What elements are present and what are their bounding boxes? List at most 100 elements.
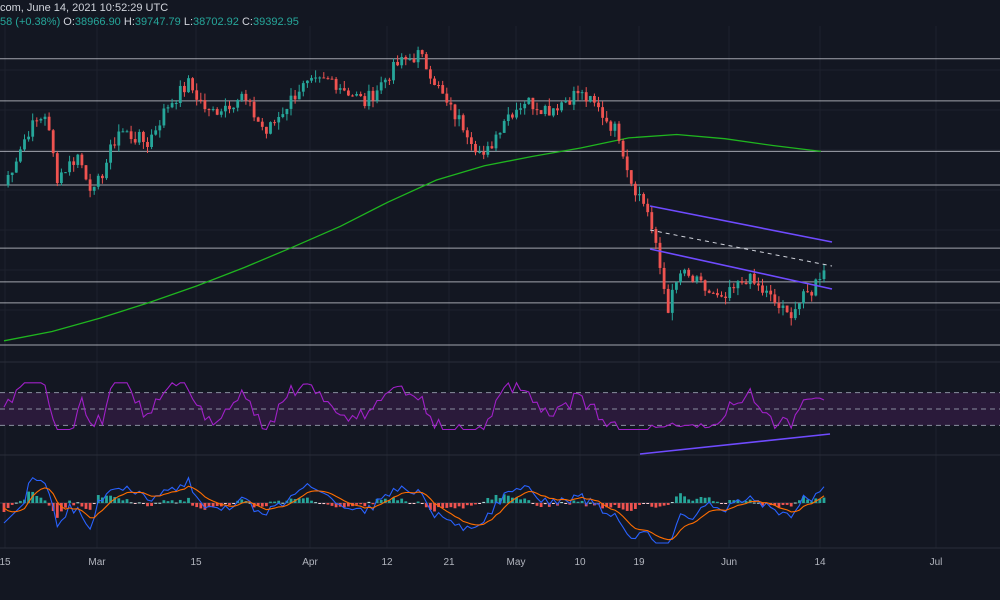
candle-body <box>646 203 650 213</box>
candle-body <box>154 130 158 135</box>
macd-histogram-bar <box>470 503 473 506</box>
candle-body <box>609 121 613 131</box>
candle-body <box>523 103 527 109</box>
candle-body <box>412 59 416 63</box>
macd-histogram-bar <box>519 499 522 503</box>
macd-histogram-bar <box>228 503 231 506</box>
macd-histogram-bar <box>662 503 666 506</box>
candle-body <box>793 309 797 319</box>
candle-body <box>39 119 43 121</box>
macd-histogram-bar <box>35 495 39 503</box>
candle-body <box>269 122 272 134</box>
macd-histogram-bar <box>150 503 153 506</box>
macd-histogram-bar <box>2 503 6 512</box>
candle-body <box>539 110 543 115</box>
macd-histogram-bar <box>396 500 399 503</box>
candle-body <box>51 130 55 154</box>
candle-body <box>383 79 387 83</box>
candle-body <box>433 78 436 86</box>
macd-histogram-bar <box>142 503 145 504</box>
x-tick-label: Mar <box>88 557 106 568</box>
macd-histogram-bar <box>716 501 719 503</box>
macd-histogram-bar <box>810 501 814 503</box>
macd-panel <box>0 476 826 544</box>
macd-histogram-bar <box>306 497 309 503</box>
macd-histogram-bar <box>601 503 604 509</box>
candle-body <box>691 275 695 282</box>
candle-body <box>695 276 699 282</box>
low-value: 38702.92 <box>193 16 239 28</box>
macd-histogram-bar <box>342 503 346 508</box>
candle-body <box>728 287 732 299</box>
macd-histogram-bar <box>437 503 440 508</box>
candle-body <box>482 151 486 155</box>
macd-histogram-bar <box>761 503 764 506</box>
ma-200-line <box>3 133 821 342</box>
high-label: H: <box>123 16 135 28</box>
candle-body <box>277 117 281 123</box>
macd-histogram-bar <box>560 502 563 504</box>
candle-body <box>121 131 125 133</box>
macd-histogram-bar <box>634 503 637 509</box>
macd-histogram-bar <box>43 500 47 503</box>
candle-body <box>334 78 338 90</box>
candle-body <box>445 93 449 103</box>
macd-histogram-bar <box>281 502 285 504</box>
macd-histogram-bar <box>363 503 367 507</box>
macd-histogram-bar <box>572 500 576 503</box>
macd-histogram-bar <box>420 503 424 504</box>
candle-body <box>654 229 658 243</box>
candle-body <box>765 290 768 293</box>
candle-body <box>506 114 510 122</box>
macd-histogram-bar <box>334 503 338 508</box>
macd-histogram-bar <box>240 499 244 503</box>
macd-histogram-bar <box>691 500 695 503</box>
macd-histogram-bar <box>125 499 129 503</box>
macd-histogram-bar <box>6 503 10 508</box>
candle-body <box>379 82 383 91</box>
macd-histogram-bar <box>506 495 510 503</box>
candle-body <box>84 165 88 180</box>
candle-body <box>461 115 465 131</box>
macd-histogram-bar <box>146 503 149 507</box>
macd-histogram-bar <box>757 502 760 504</box>
macd-histogram-bar <box>199 503 203 509</box>
candle-body <box>707 290 711 293</box>
candle-body <box>621 140 625 157</box>
time-axis: 15 Mar 15 Apr 12 21 May 10 19 Jun 14 Jul <box>0 557 942 568</box>
macd-histogram-bar <box>117 498 121 503</box>
candle-body <box>388 79 391 81</box>
candle-body <box>199 99 203 101</box>
macd-histogram-bar <box>449 503 453 508</box>
candle-body <box>314 77 317 79</box>
macd-histogram-bar <box>527 500 531 503</box>
candle-body <box>6 174 10 186</box>
candle-body <box>47 116 51 131</box>
candle-body <box>576 90 580 94</box>
macd-histogram-bar <box>133 503 137 504</box>
candle-body <box>293 95 297 100</box>
macd-line <box>3 476 825 544</box>
macd-histogram-bar <box>494 494 498 503</box>
macd-histogram-bar <box>121 500 125 503</box>
macd-histogram-bar <box>646 503 650 504</box>
macd-histogram-bar <box>248 502 252 504</box>
macd-histogram-bar <box>429 503 432 510</box>
candle-body <box>634 183 637 196</box>
macd-histogram-bar <box>736 499 740 503</box>
candle-body <box>781 305 785 308</box>
candle-body <box>273 122 276 124</box>
macd-histogram-bar <box>638 503 641 505</box>
candle-body <box>593 95 596 103</box>
candle-body <box>400 56 404 66</box>
macd-histogram-bar <box>744 500 748 503</box>
macd-histogram-bar <box>105 495 108 503</box>
macd-histogram-bar <box>265 503 268 507</box>
candle-body <box>531 97 535 110</box>
candle-body <box>76 154 80 165</box>
candle-body <box>392 61 395 81</box>
trendlines-layer <box>649 205 833 290</box>
macd-histogram-bar <box>330 503 334 506</box>
macd-histogram-bar <box>707 497 711 503</box>
